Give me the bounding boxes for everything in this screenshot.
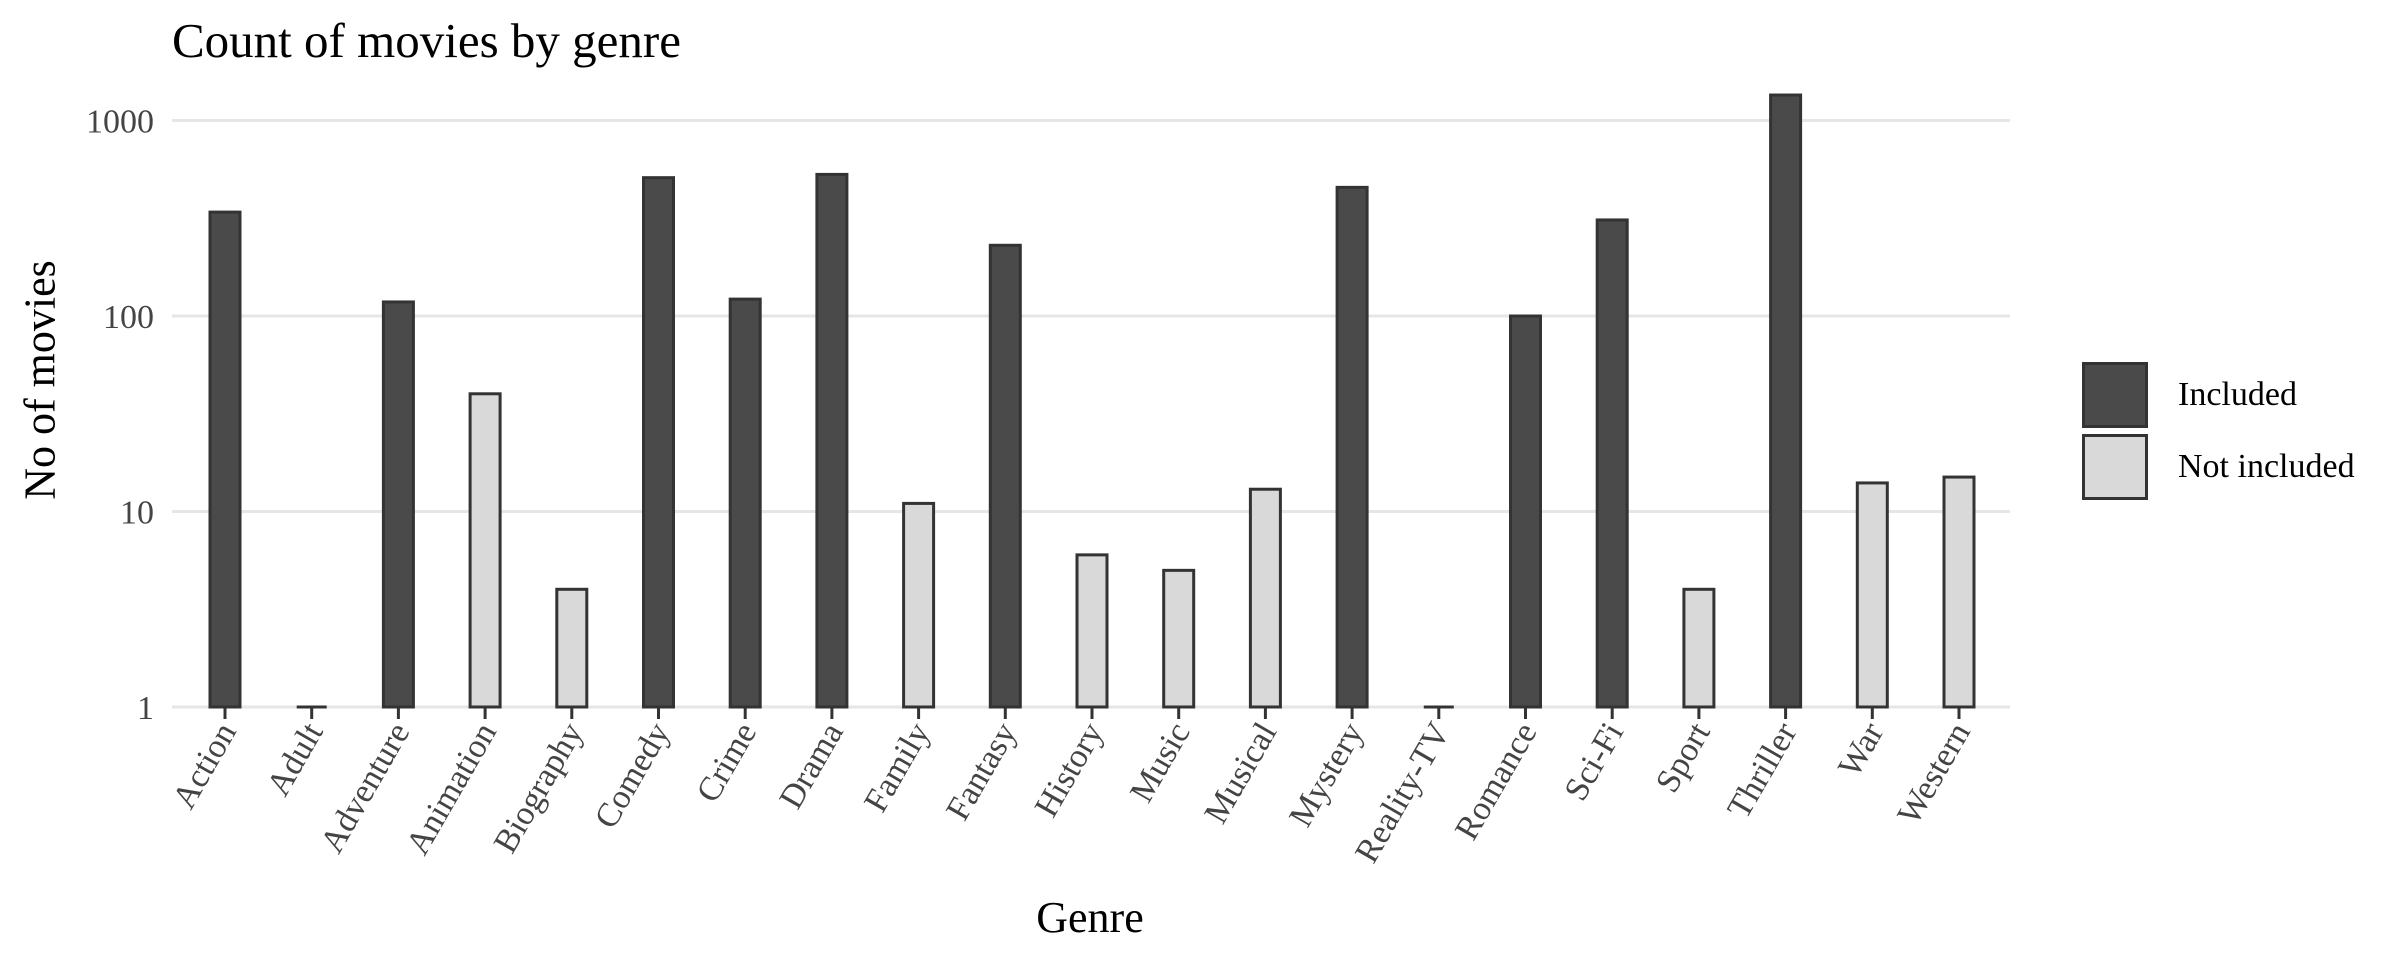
x-tick-label: Crime bbox=[690, 717, 765, 809]
x-tick-label: History bbox=[1028, 717, 1111, 824]
bar-adventure bbox=[381, 300, 415, 709]
x-axis-ticks: Action AdultAdventureAnimationBiographyCo… bbox=[166, 707, 1978, 869]
bar-thriller bbox=[1769, 93, 1803, 709]
bar-romance bbox=[1509, 314, 1542, 709]
x-tick-label: Sport bbox=[1649, 716, 1718, 799]
y-tick-label: 1 bbox=[137, 690, 154, 727]
legend-label-not-included: Not included bbox=[2178, 448, 2355, 485]
x-tick-label: Family bbox=[857, 717, 937, 819]
x-tick-label: Musical bbox=[1198, 717, 1285, 830]
bar-family bbox=[902, 501, 936, 709]
bar-history bbox=[1075, 553, 1109, 709]
y-axis-ticks: 1 10 100 1000 bbox=[86, 104, 154, 728]
x-tick-label: Thriller bbox=[1721, 716, 1805, 825]
bar-western bbox=[1942, 475, 1976, 709]
x-tick-label: Drama bbox=[773, 717, 851, 816]
y-tick-label: 1000 bbox=[86, 104, 154, 141]
bar-sci-fi bbox=[1595, 218, 1629, 709]
bar-comedy bbox=[642, 176, 675, 709]
bar-fantasy bbox=[988, 243, 1022, 709]
bar-music bbox=[1162, 568, 1196, 709]
x-tick-label: Action bbox=[166, 717, 244, 816]
x-tick-label: Romance bbox=[1448, 717, 1544, 847]
x-tick-label: Music bbox=[1123, 717, 1198, 809]
bar-drama bbox=[815, 172, 849, 709]
legend-label-included: Included bbox=[2178, 376, 2297, 413]
x-tick-label: Fantasy bbox=[939, 717, 1024, 827]
bar-mystery bbox=[1335, 185, 1369, 709]
x-axis-title: Genre bbox=[1036, 893, 1144, 942]
legend-key-not-included bbox=[2082, 434, 2148, 500]
y-tick-label: 100 bbox=[103, 299, 154, 336]
legend-key-included bbox=[2082, 362, 2148, 428]
y-tick-label: 10 bbox=[120, 495, 154, 532]
x-tick-label: Biography bbox=[487, 717, 591, 860]
bar-musical bbox=[1248, 487, 1282, 709]
bar-crime bbox=[728, 297, 762, 709]
x-tick-label: War bbox=[1831, 716, 1891, 783]
bar-sport bbox=[1682, 587, 1716, 709]
bar-biography bbox=[555, 587, 589, 709]
x-tick-label: Mystery bbox=[1282, 717, 1371, 834]
bar-animation bbox=[468, 392, 502, 709]
x-tick-label: Comedy bbox=[588, 717, 678, 835]
x-tick-label: Western bbox=[1891, 717, 1978, 831]
bar-war bbox=[1855, 481, 1889, 709]
bars bbox=[208, 93, 1976, 709]
x-tick-label: Sci-Fi bbox=[1558, 717, 1632, 807]
x-tick-label: Adult bbox=[260, 716, 331, 802]
chart-title: Count of movies by genre bbox=[172, 13, 681, 68]
bar-action bbox=[208, 210, 242, 709]
